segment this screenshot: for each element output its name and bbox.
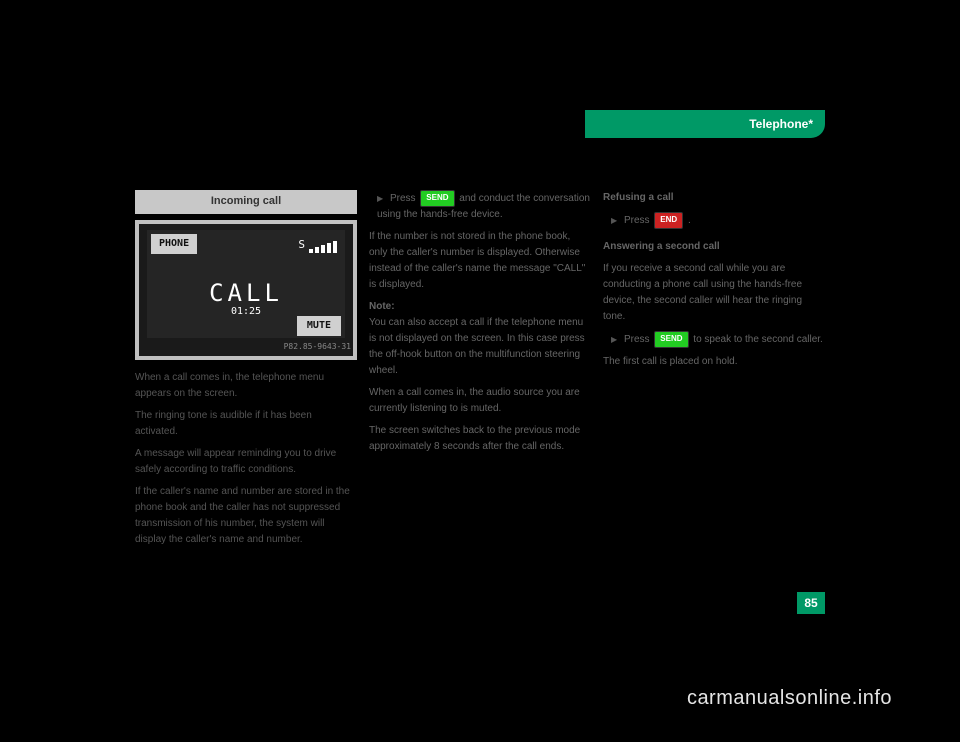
paragraph: The screen switches back to the previous… [369, 423, 591, 455]
instruction-step: Press END . [603, 212, 825, 229]
send-button-icon: SEND [654, 331, 688, 348]
paragraph: When a call comes in, the audio source y… [369, 385, 591, 417]
subheading-text: Answering a second call [603, 241, 720, 252]
figure-reference: P82.85-9643-31 [284, 341, 351, 354]
content-columns: Incoming call PHONE S CALL [135, 190, 825, 554]
note-text: You can also accept a call if the teleph… [369, 317, 585, 376]
phone-mode-label: PHONE [151, 234, 197, 254]
text-fragment: Press [624, 215, 652, 226]
instruction-step: Press SEND and conduct the conversation … [369, 190, 591, 223]
instruction-step: Press SEND to speak to the second caller… [603, 331, 825, 348]
paragraph: If you receive a second call while you a… [603, 261, 825, 325]
mute-softkey: MUTE [297, 316, 341, 336]
manual-page: Telephone* Incoming call PHONE S [135, 110, 825, 640]
paragraph: The ringing tone is audible if it has be… [135, 408, 357, 440]
text-fragment: Press [624, 334, 652, 345]
end-button-icon: END [654, 212, 683, 229]
send-button-icon: SEND [420, 190, 454, 207]
paragraph: When a call comes in, the telephone menu… [135, 370, 357, 402]
section-header-tab: Telephone* [585, 110, 825, 138]
note-label: Note: [369, 301, 395, 312]
column-3: Refusing a call Press END . Answering a … [603, 190, 825, 554]
watermark: carmanualsonline.info [687, 687, 892, 710]
paragraph: If the number is not stored in the phone… [369, 229, 591, 293]
header-title: Telephone* [749, 117, 813, 131]
subheading: Answering a second call [603, 239, 825, 255]
subheading: Refusing a call [603, 190, 825, 206]
section-title: Incoming call [135, 190, 357, 214]
paragraph: If the caller's name and number are stor… [135, 484, 357, 548]
column-2: Press SEND and conduct the conversation … [369, 190, 591, 554]
col1-text: When a call comes in, the telephone menu… [135, 370, 357, 548]
signal-indicator: S [298, 236, 337, 254]
signal-letter: S [298, 236, 305, 254]
signal-bars-icon [309, 241, 337, 253]
page-number: 85 [797, 592, 825, 614]
subheading-text: Refusing a call [603, 192, 674, 203]
text-fragment: . [688, 215, 691, 226]
phone-screen-figure: PHONE S CALL 01:25 MUTE [135, 220, 357, 360]
text-fragment: to speak to the second caller. [693, 334, 823, 345]
column-1: Incoming call PHONE S CALL [135, 190, 357, 554]
text-fragment: Press [390, 193, 418, 204]
paragraph: A message will appear reminding you to d… [135, 446, 357, 478]
note-block: Note: You can also accept a call if the … [369, 299, 591, 379]
paragraph: The first call is placed on hold. [603, 354, 825, 370]
phone-screen-inner: PHONE S CALL 01:25 MUTE [147, 230, 345, 338]
